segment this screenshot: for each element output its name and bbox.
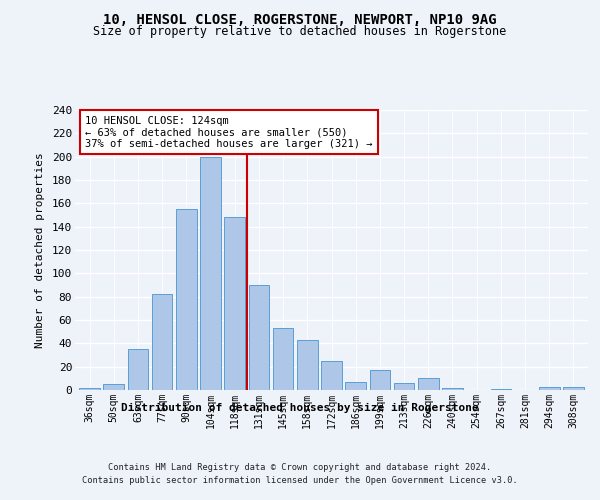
Bar	[273, 328, 293, 390]
Text: Size of property relative to detached houses in Rogerstone: Size of property relative to detached ho…	[94, 25, 506, 38]
Bar	[418, 378, 439, 390]
Bar	[152, 294, 172, 390]
Bar	[563, 386, 584, 390]
Bar	[224, 218, 245, 390]
Text: Contains public sector information licensed under the Open Government Licence v3: Contains public sector information licen…	[82, 476, 518, 485]
Bar	[539, 386, 560, 390]
Bar	[442, 388, 463, 390]
Bar	[176, 209, 197, 390]
Text: Contains HM Land Registry data © Crown copyright and database right 2024.: Contains HM Land Registry data © Crown c…	[109, 462, 491, 471]
Text: Distribution of detached houses by size in Rogerstone: Distribution of detached houses by size …	[121, 402, 479, 412]
Bar	[248, 285, 269, 390]
Bar	[79, 388, 100, 390]
Bar	[370, 370, 390, 390]
Bar	[200, 156, 221, 390]
Bar	[297, 340, 317, 390]
Text: 10, HENSOL CLOSE, ROGERSTONE, NEWPORT, NP10 9AG: 10, HENSOL CLOSE, ROGERSTONE, NEWPORT, N…	[103, 12, 497, 26]
Bar	[491, 389, 511, 390]
Bar	[321, 361, 342, 390]
Y-axis label: Number of detached properties: Number of detached properties	[35, 152, 45, 348]
Bar	[346, 382, 366, 390]
Bar	[128, 349, 148, 390]
Bar	[394, 383, 415, 390]
Bar	[103, 384, 124, 390]
Text: 10 HENSOL CLOSE: 124sqm
← 63% of detached houses are smaller (550)
37% of semi-d: 10 HENSOL CLOSE: 124sqm ← 63% of detache…	[85, 116, 373, 149]
